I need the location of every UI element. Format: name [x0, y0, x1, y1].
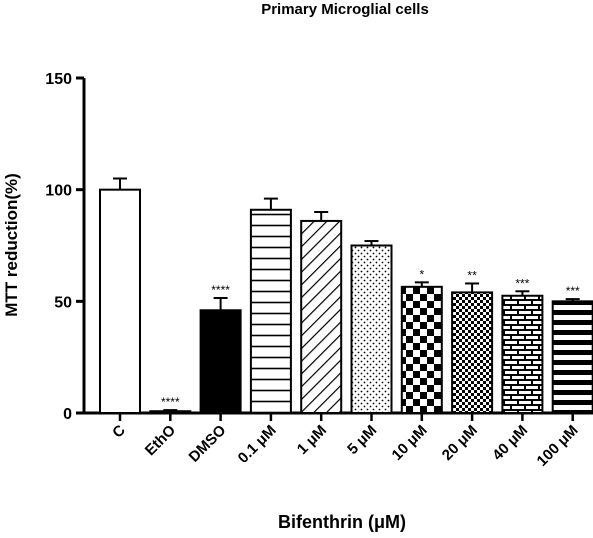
x-tick-label: 100 μM: [534, 422, 582, 470]
x-axis-label: Bifenthrin (μM): [278, 512, 406, 532]
x-tick-label: C: [109, 422, 129, 442]
bar: [400, 285, 443, 415]
significance-label: ****: [211, 283, 230, 297]
bar: [451, 291, 494, 414]
x-tick-label: 10 μM: [389, 422, 431, 464]
x-tick-label: EthO: [142, 422, 180, 460]
significance-label: ***: [566, 284, 580, 298]
x-tick-label: 1 μM: [294, 422, 330, 458]
x-tick-label: 20 μM: [439, 422, 481, 464]
significance-label: *: [419, 267, 424, 281]
y-tick-label: 0: [63, 406, 72, 423]
x-tick-label: DMSO: [186, 422, 230, 466]
y-tick-label: 50: [54, 294, 72, 311]
x-tick-label: 5 μM: [344, 422, 380, 458]
bar: [149, 410, 192, 415]
y-tick-label: 150: [45, 71, 72, 88]
bar: [501, 294, 544, 414]
chart-title: Primary Microglial cells: [261, 1, 429, 18]
bar: [199, 309, 242, 414]
y-tick-label: 100: [45, 183, 72, 200]
significance-label: ***: [515, 276, 529, 290]
significance-label: **: [467, 268, 477, 282]
bar: [350, 244, 393, 414]
x-tick-label: 40 μM: [489, 422, 531, 464]
x-tick-label: 0.1 μM: [235, 422, 280, 467]
bar: [249, 208, 292, 414]
bar: [551, 300, 593, 415]
y-axis-label: MTT reduction(%): [2, 173, 21, 317]
significance-label: ****: [161, 395, 180, 409]
bar: [300, 219, 343, 414]
bar: [99, 188, 141, 414]
